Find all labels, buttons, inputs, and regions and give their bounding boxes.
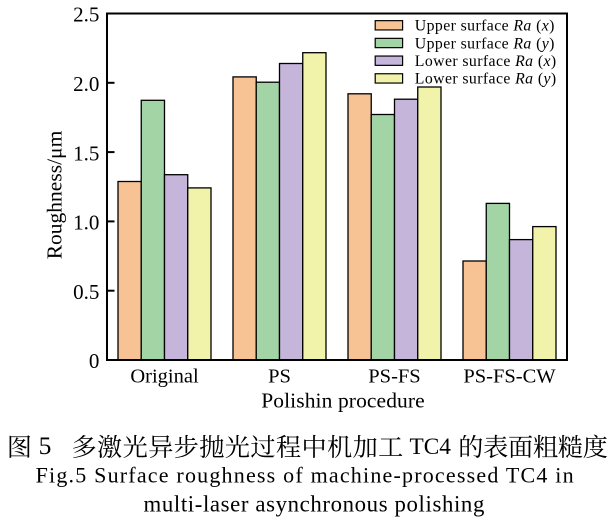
svg-text:Upper surface Ra (y): Upper surface Ra (y) <box>415 35 555 52</box>
svg-text:Lower surface Ra (y): Lower surface Ra (y) <box>415 71 557 88</box>
svg-text:0.5: 0.5 <box>73 280 99 304</box>
svg-text:multi-laser asynchronous polis: multi-laser asynchronous polishing <box>144 492 485 517</box>
svg-text:2.0: 2.0 <box>73 72 99 96</box>
svg-text:1.5: 1.5 <box>73 141 99 165</box>
svg-text:5: 5 <box>39 431 52 460</box>
svg-text:2.5: 2.5 <box>73 3 99 27</box>
svg-text:Fig.5 Surface roughness of mac: Fig.5 Surface roughness of machine-proce… <box>36 462 575 487</box>
svg-text:Polishin procedure: Polishin procedure <box>261 389 425 413</box>
svg-text:Lower surface Ra (x): Lower surface Ra (x) <box>415 53 557 70</box>
svg-text:0: 0 <box>89 349 100 373</box>
svg-text:1.0: 1.0 <box>73 211 99 235</box>
svg-text:Upper surface Ra (x): Upper surface Ra (x) <box>415 18 555 35</box>
svg-text:PS: PS <box>268 366 291 388</box>
svg-text:Roughness/μm: Roughness/μm <box>43 130 67 259</box>
svg-text:PS-FS-CW: PS-FS-CW <box>463 366 556 388</box>
svg-text:TC4: TC4 <box>410 434 452 460</box>
svg-text:PS-FS: PS-FS <box>368 366 420 388</box>
svg-text:Original: Original <box>130 366 199 388</box>
